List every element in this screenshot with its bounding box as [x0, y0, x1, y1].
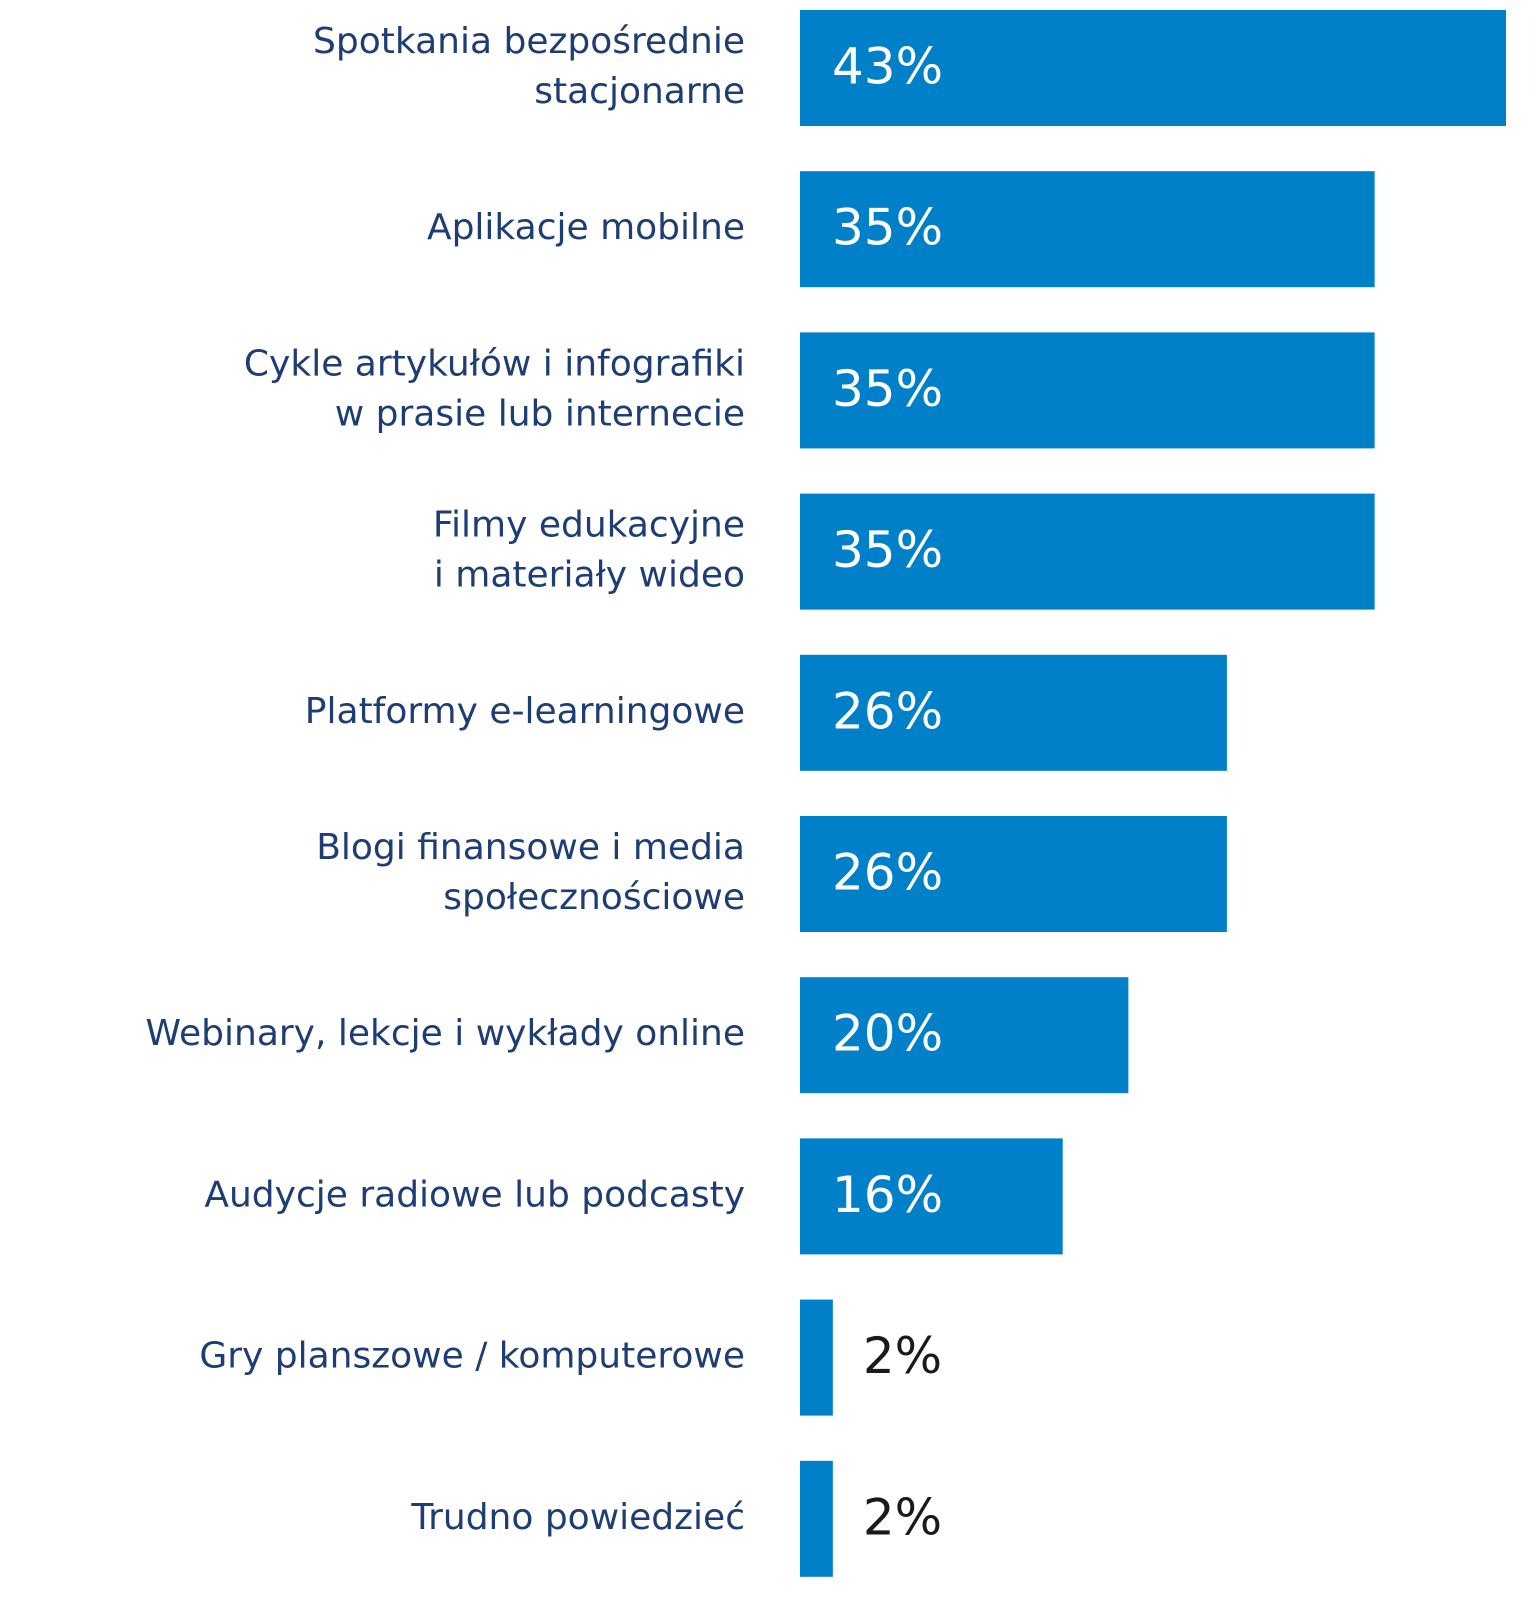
- value-label: 35%: [832, 199, 943, 257]
- value-label: 20%: [832, 1005, 943, 1063]
- bar: [800, 10, 1506, 126]
- category-label: Platformy e-learningowe: [305, 691, 745, 732]
- category-label: i materiały wideo: [434, 555, 745, 596]
- bar: [800, 1299, 833, 1416]
- value-label: 26%: [832, 682, 943, 740]
- bar: [800, 171, 1375, 288]
- category-label: stacjonarne: [534, 71, 745, 112]
- category-label: Audycje radiowe lub podcasty: [204, 1174, 745, 1215]
- category-label: Spotkania bezpośrednie: [313, 21, 745, 62]
- bar: [800, 493, 1375, 610]
- category-label: Cykle artykułów i infografiki: [244, 343, 745, 384]
- category-label: Blogi finansowe i media: [316, 827, 745, 868]
- value-label: 26%: [832, 844, 943, 902]
- bar: [800, 654, 1227, 771]
- bar: [800, 1460, 833, 1577]
- category-label: społecznościowe: [443, 877, 745, 918]
- bar: [800, 1138, 1063, 1255]
- bar: [800, 332, 1375, 449]
- value-label: 2%: [863, 1488, 942, 1546]
- category-label: Aplikacje mobilne: [427, 207, 745, 248]
- value-label: 35%: [832, 521, 943, 579]
- category-label: Filmy edukacyjne: [433, 505, 745, 546]
- bar: [800, 977, 1129, 1094]
- bar: [800, 816, 1227, 932]
- value-label: 16%: [832, 1166, 943, 1224]
- value-label: 2%: [863, 1327, 942, 1385]
- value-label: 43%: [832, 38, 943, 96]
- category-label: Gry planszowe / komputerowe: [199, 1336, 745, 1377]
- category-label: Trudno powiedzieć: [410, 1497, 745, 1538]
- value-label: 35%: [832, 360, 943, 418]
- category-label: w prasie lub internecie: [335, 393, 745, 434]
- category-label: Webinary, lekcje i wykłady online: [146, 1013, 745, 1054]
